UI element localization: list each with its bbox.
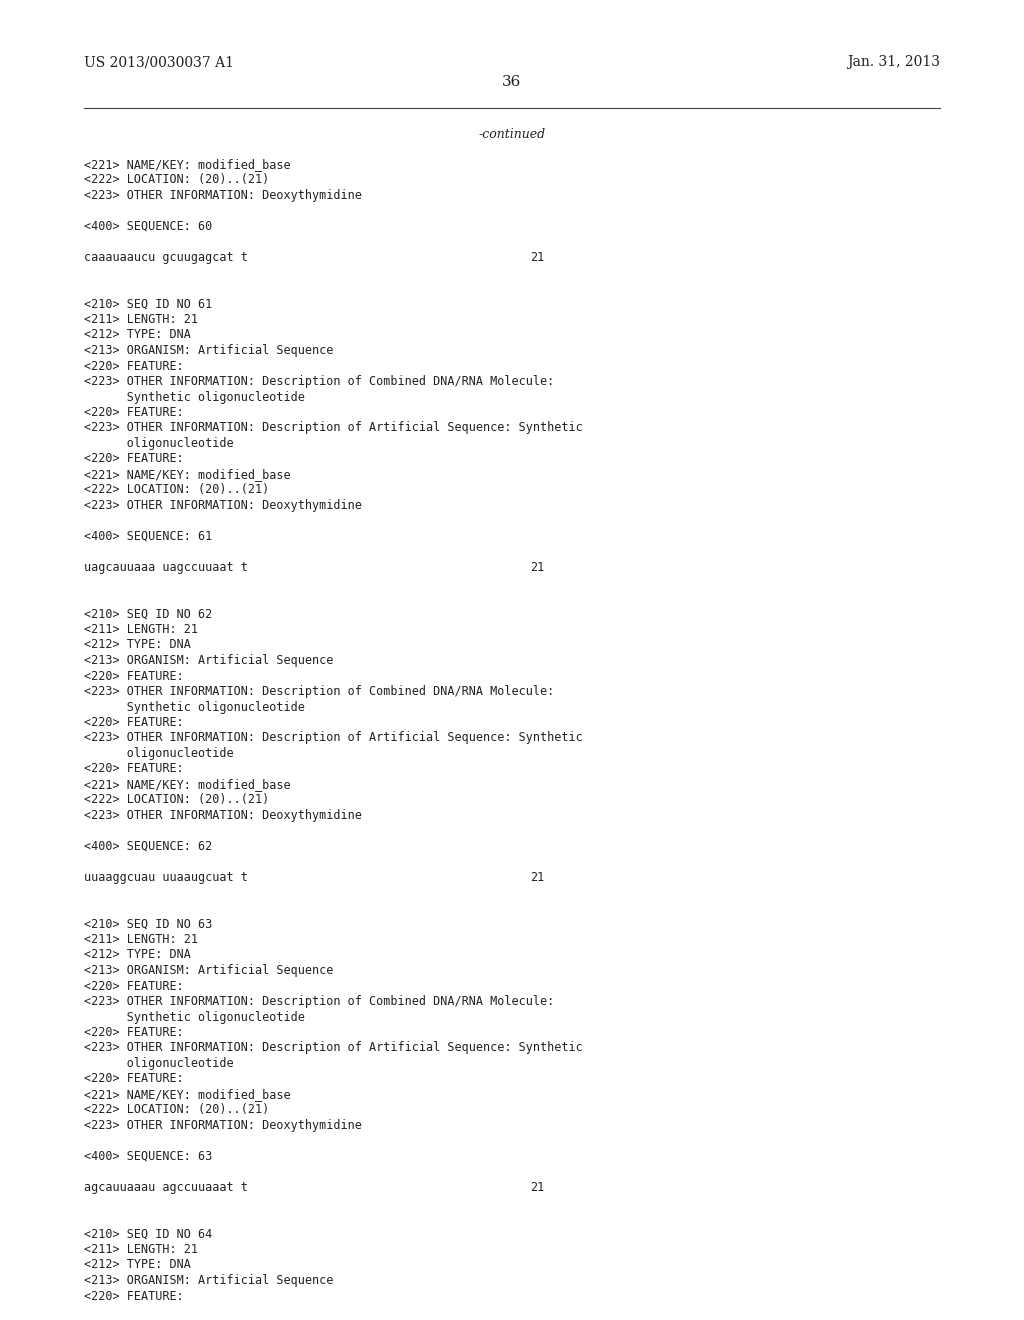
Text: <400> SEQUENCE: 63: <400> SEQUENCE: 63 (84, 1150, 212, 1163)
Text: <220> FEATURE:: <220> FEATURE: (84, 763, 183, 776)
Text: <223> OTHER INFORMATION: Deoxythymidine: <223> OTHER INFORMATION: Deoxythymidine (84, 809, 361, 822)
Text: <223> OTHER INFORMATION: Deoxythymidine: <223> OTHER INFORMATION: Deoxythymidine (84, 189, 361, 202)
Text: <220> FEATURE:: <220> FEATURE: (84, 979, 183, 993)
Text: <223> OTHER INFORMATION: Deoxythymidine: <223> OTHER INFORMATION: Deoxythymidine (84, 499, 361, 512)
Text: <222> LOCATION: (20)..(21): <222> LOCATION: (20)..(21) (84, 1104, 269, 1117)
Text: <222> LOCATION: (20)..(21): <222> LOCATION: (20)..(21) (84, 483, 269, 496)
Text: <223> OTHER INFORMATION: Description of Artificial Sequence: Synthetic: <223> OTHER INFORMATION: Description of … (84, 731, 583, 744)
Text: <210> SEQ ID NO 61: <210> SEQ ID NO 61 (84, 297, 212, 310)
Text: 36: 36 (503, 75, 521, 88)
Text: <221> NAME/KEY: modified_base: <221> NAME/KEY: modified_base (84, 158, 291, 172)
Text: <220> FEATURE:: <220> FEATURE: (84, 715, 183, 729)
Text: 21: 21 (530, 561, 544, 574)
Text: <223> OTHER INFORMATION: Description of Combined DNA/RNA Molecule:: <223> OTHER INFORMATION: Description of … (84, 995, 554, 1008)
Text: uagcauuaaa uagccuuaat t: uagcauuaaa uagccuuaat t (84, 561, 248, 574)
Text: <211> LENGTH: 21: <211> LENGTH: 21 (84, 623, 198, 636)
Text: <222> LOCATION: (20)..(21): <222> LOCATION: (20)..(21) (84, 793, 269, 807)
Text: <221> NAME/KEY: modified_base: <221> NAME/KEY: modified_base (84, 777, 291, 791)
Text: <223> OTHER INFORMATION: Description of Combined DNA/RNA Molecule:: <223> OTHER INFORMATION: Description of … (84, 375, 554, 388)
Text: <213> ORGANISM: Artificial Sequence: <213> ORGANISM: Artificial Sequence (84, 1274, 334, 1287)
Text: Synthetic oligonucleotide: Synthetic oligonucleotide (84, 391, 305, 404)
Text: <400> SEQUENCE: 61: <400> SEQUENCE: 61 (84, 531, 212, 543)
Text: <212> TYPE: DNA: <212> TYPE: DNA (84, 329, 190, 342)
Text: <220> FEATURE:: <220> FEATURE: (84, 453, 183, 466)
Text: <223> OTHER INFORMATION: Description of Artificial Sequence: Synthetic: <223> OTHER INFORMATION: Description of … (84, 421, 583, 434)
Text: 21: 21 (530, 871, 544, 884)
Text: <220> FEATURE:: <220> FEATURE: (84, 407, 183, 418)
Text: 21: 21 (530, 1181, 544, 1195)
Text: <400> SEQUENCE: 62: <400> SEQUENCE: 62 (84, 840, 212, 853)
Text: <221> NAME/KEY: modified_base: <221> NAME/KEY: modified_base (84, 1088, 291, 1101)
Text: <210> SEQ ID NO 63: <210> SEQ ID NO 63 (84, 917, 212, 931)
Text: Synthetic oligonucleotide: Synthetic oligonucleotide (84, 701, 305, 714)
Text: <210> SEQ ID NO 64: <210> SEQ ID NO 64 (84, 1228, 212, 1241)
Text: 21: 21 (530, 251, 544, 264)
Text: oligonucleotide: oligonucleotide (84, 1057, 233, 1071)
Text: <220> FEATURE:: <220> FEATURE: (84, 1026, 183, 1039)
Text: <223> OTHER INFORMATION: Description of Artificial Sequence: Synthetic: <223> OTHER INFORMATION: Description of … (84, 1041, 583, 1055)
Text: <213> ORGANISM: Artificial Sequence: <213> ORGANISM: Artificial Sequence (84, 345, 334, 356)
Text: <211> LENGTH: 21: <211> LENGTH: 21 (84, 313, 198, 326)
Text: Synthetic oligonucleotide: Synthetic oligonucleotide (84, 1011, 305, 1023)
Text: <212> TYPE: DNA: <212> TYPE: DNA (84, 639, 190, 652)
Text: <223> OTHER INFORMATION: Description of Combined DNA/RNA Molecule:: <223> OTHER INFORMATION: Description of … (84, 685, 554, 698)
Text: <223> OTHER INFORMATION: Deoxythymidine: <223> OTHER INFORMATION: Deoxythymidine (84, 1119, 361, 1133)
Text: agcauuaaau agccuuaaat t: agcauuaaau agccuuaaat t (84, 1181, 248, 1195)
Text: US 2013/0030037 A1: US 2013/0030037 A1 (84, 55, 233, 69)
Text: <220> FEATURE:: <220> FEATURE: (84, 359, 183, 372)
Text: oligonucleotide: oligonucleotide (84, 747, 233, 760)
Text: <220> FEATURE:: <220> FEATURE: (84, 1072, 183, 1085)
Text: -continued: -continued (478, 128, 546, 141)
Text: <213> ORGANISM: Artificial Sequence: <213> ORGANISM: Artificial Sequence (84, 964, 334, 977)
Text: uuaaggcuau uuaaugcuat t: uuaaggcuau uuaaugcuat t (84, 871, 248, 884)
Text: caaauaaucu gcuugagcat t: caaauaaucu gcuugagcat t (84, 251, 248, 264)
Text: <211> LENGTH: 21: <211> LENGTH: 21 (84, 1243, 198, 1257)
Text: <220> FEATURE:: <220> FEATURE: (84, 669, 183, 682)
Text: Jan. 31, 2013: Jan. 31, 2013 (847, 55, 940, 69)
Text: <221> NAME/KEY: modified_base: <221> NAME/KEY: modified_base (84, 469, 291, 480)
Text: <220> FEATURE:: <220> FEATURE: (84, 1290, 183, 1303)
Text: <222> LOCATION: (20)..(21): <222> LOCATION: (20)..(21) (84, 173, 269, 186)
Text: <211> LENGTH: 21: <211> LENGTH: 21 (84, 933, 198, 946)
Text: <212> TYPE: DNA: <212> TYPE: DNA (84, 1258, 190, 1271)
Text: <213> ORGANISM: Artificial Sequence: <213> ORGANISM: Artificial Sequence (84, 653, 334, 667)
Text: <210> SEQ ID NO 62: <210> SEQ ID NO 62 (84, 607, 212, 620)
Text: <400> SEQUENCE: 60: <400> SEQUENCE: 60 (84, 220, 212, 234)
Text: oligonucleotide: oligonucleotide (84, 437, 233, 450)
Text: <212> TYPE: DNA: <212> TYPE: DNA (84, 949, 190, 961)
